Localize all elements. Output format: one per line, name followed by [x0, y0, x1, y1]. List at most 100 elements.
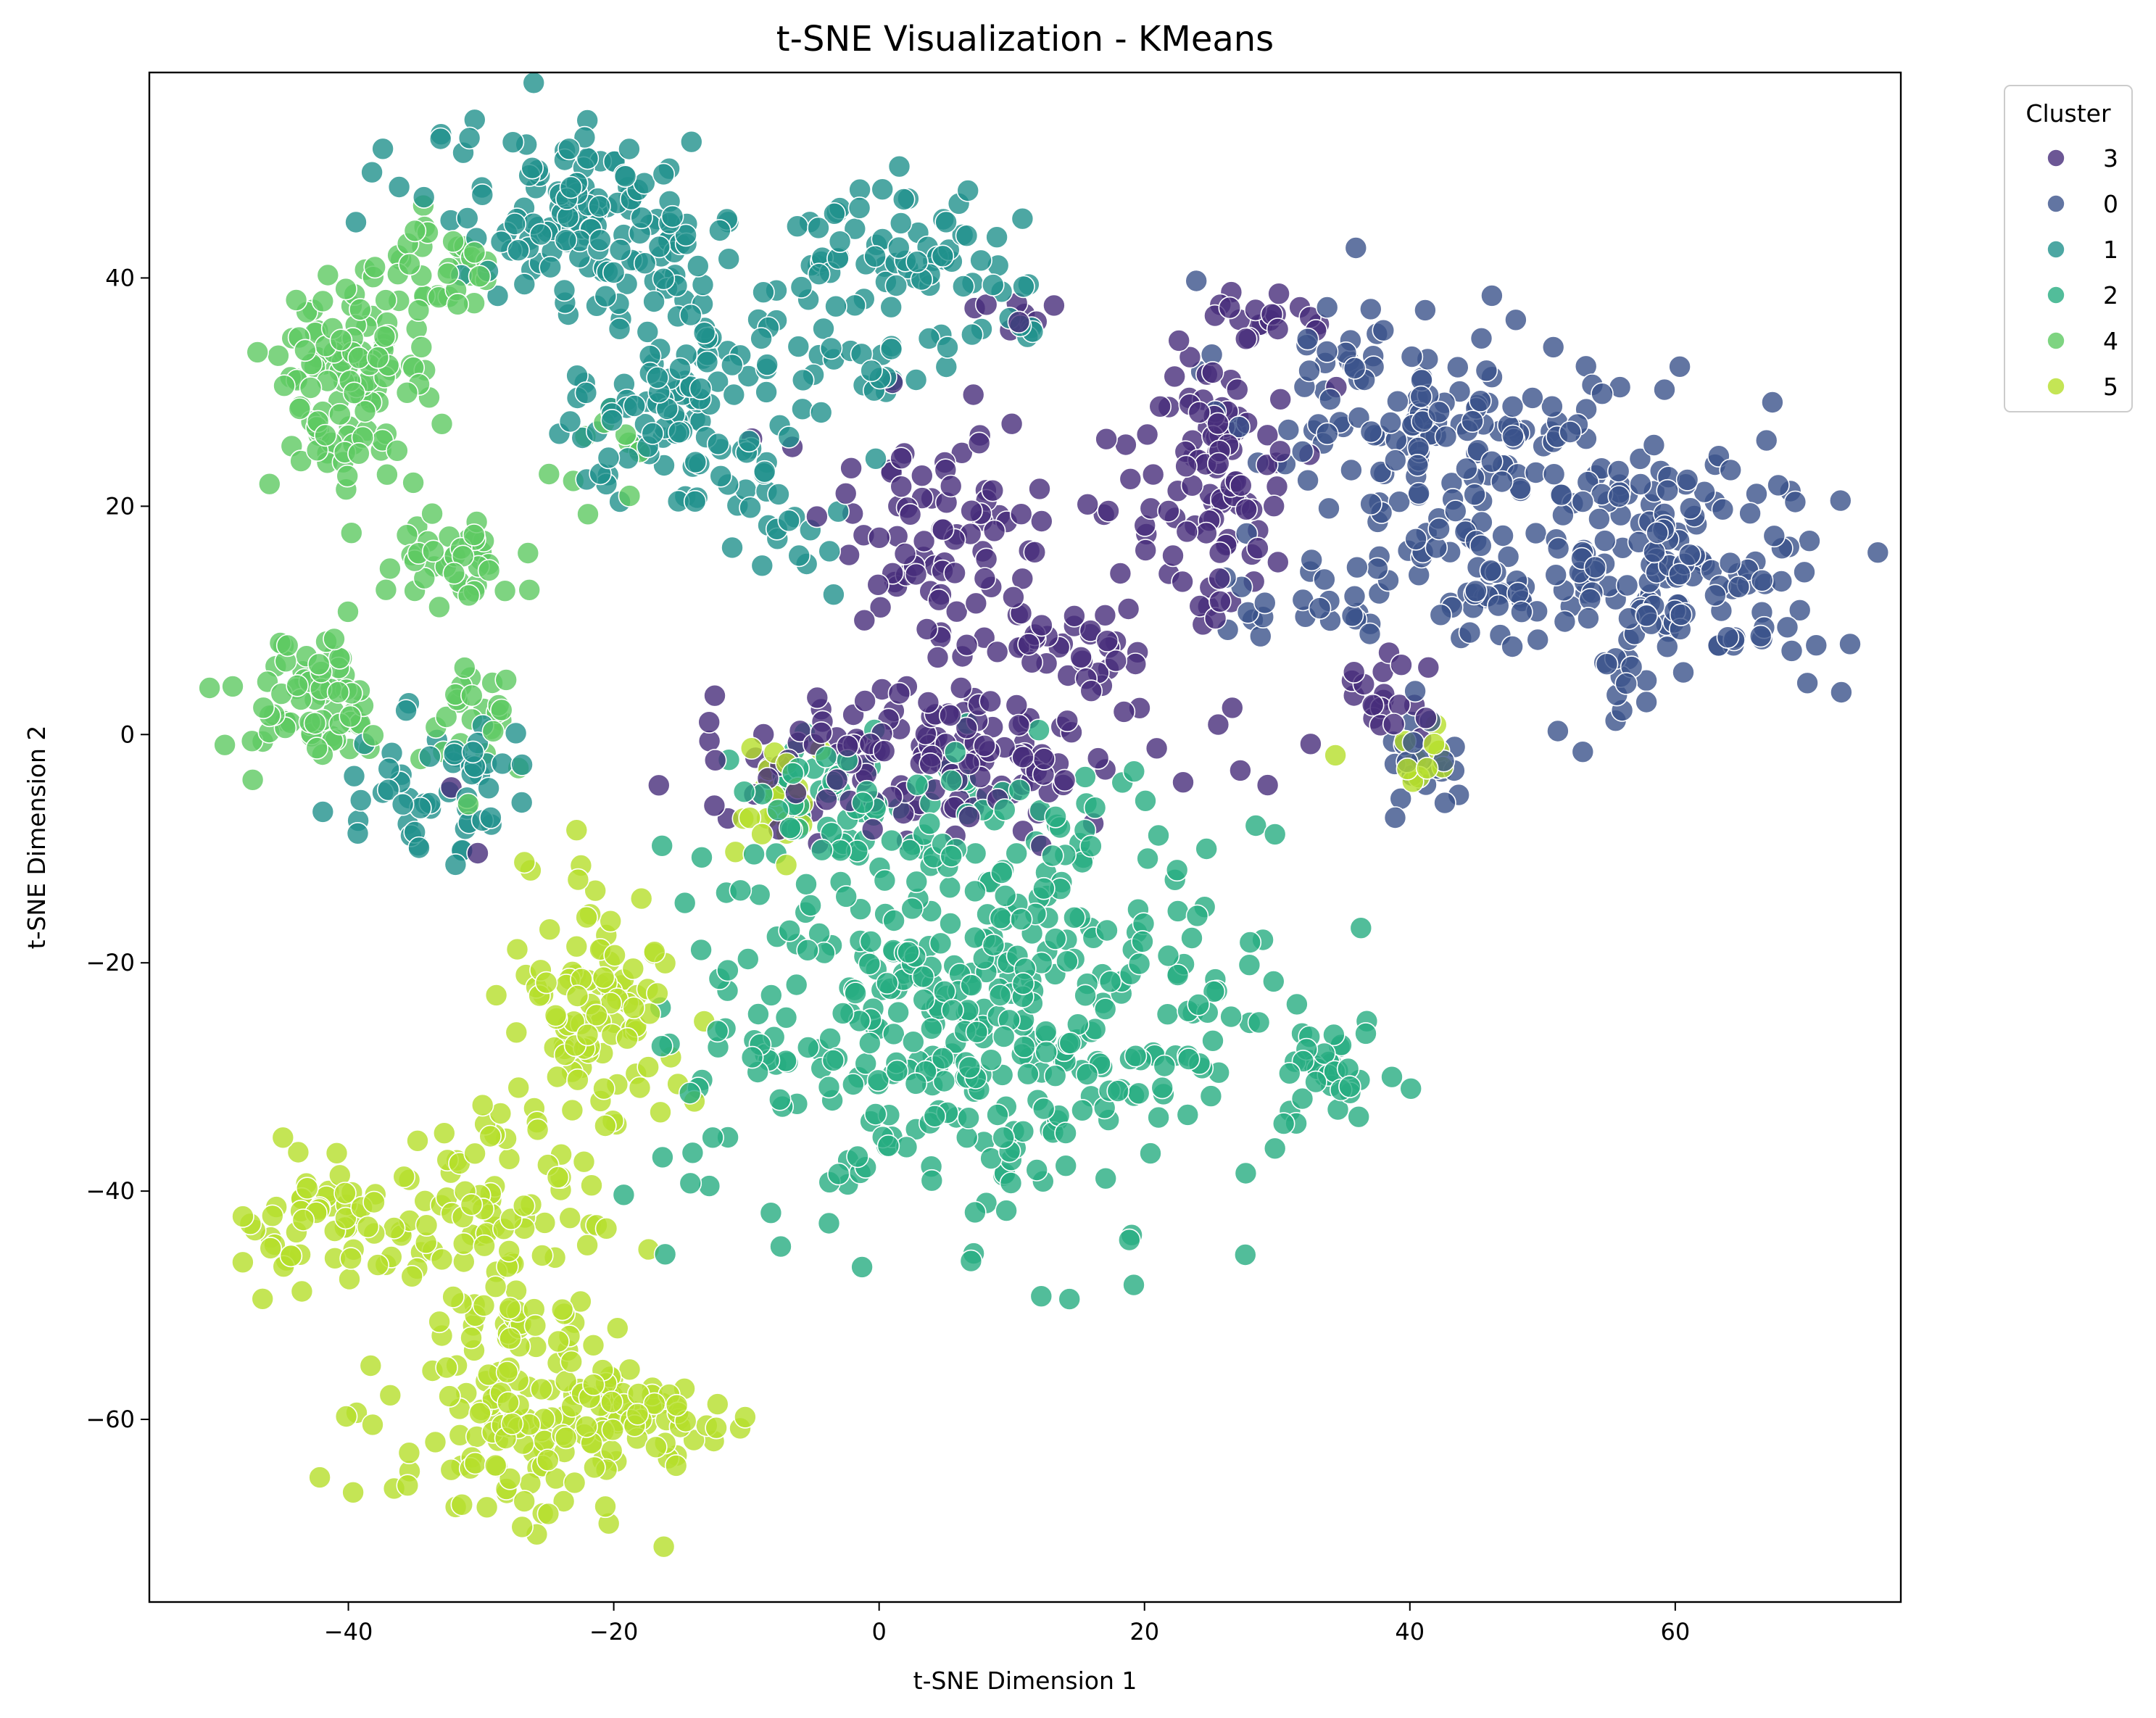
data-point-cluster-0	[1719, 458, 1742, 482]
data-point-cluster-5	[563, 1471, 586, 1495]
data-point-cluster-0	[1386, 389, 1409, 413]
data-point-cluster-4	[457, 584, 481, 607]
data-point-cluster-2	[716, 958, 739, 982]
data-point-cluster-2	[850, 1256, 874, 1279]
data-point-cluster-4	[284, 289, 308, 312]
data-point-cluster-5	[629, 887, 653, 910]
data-point-cluster-3	[1007, 713, 1031, 737]
data-point-cluster-0	[1745, 482, 1768, 506]
data-point-cluster-0	[1750, 568, 1774, 592]
data-point-cluster-5	[295, 1177, 319, 1200]
data-point-cluster-0	[1546, 719, 1570, 743]
data-point-cluster-1	[982, 273, 1005, 296]
data-point-cluster-3	[911, 464, 934, 488]
data-point-cluster-2	[766, 798, 789, 822]
data-point-cluster-3	[1023, 540, 1047, 564]
data-point-cluster-3	[1157, 499, 1180, 523]
data-point-cluster-4	[213, 733, 236, 757]
data-point-cluster-4	[441, 230, 465, 253]
data-point-cluster-0	[1343, 357, 1367, 380]
data-point-cluster-2	[900, 897, 924, 921]
data-point-cluster-3	[1163, 365, 1186, 389]
data-point-cluster-3	[1030, 613, 1053, 637]
data-point-cluster-0	[1541, 394, 1564, 418]
data-point-cluster-2	[1032, 876, 1056, 900]
data-point-cluster-4	[516, 541, 540, 565]
data-point-cluster-3	[1180, 473, 1204, 497]
legend-marker-3	[2047, 149, 2065, 167]
data-point-cluster-1	[791, 368, 815, 392]
data-point-cluster-5	[750, 822, 774, 846]
data-point-cluster-4	[252, 696, 275, 720]
data-point-cluster-3	[1079, 679, 1103, 703]
data-point-cluster-1	[342, 764, 366, 788]
data-point-cluster-3	[961, 383, 985, 407]
data-point-cluster-5	[500, 1412, 524, 1435]
data-point-cluster-2	[1153, 1054, 1177, 1078]
data-point-cluster-4	[457, 792, 480, 816]
data-point-cluster-3	[890, 447, 913, 470]
data-point-cluster-1	[376, 778, 400, 802]
data-point-cluster-5	[1396, 758, 1419, 781]
data-point-cluster-2	[821, 1049, 845, 1072]
data-point-cluster-5	[545, 1065, 569, 1089]
data-point-cluster-5	[664, 1454, 688, 1477]
data-point-cluster-2	[887, 1000, 910, 1024]
data-point-cluster-2	[1122, 760, 1146, 783]
data-point-cluster-1	[486, 284, 510, 307]
data-point-cluster-4	[376, 462, 399, 486]
data-point-cluster-4	[328, 647, 352, 670]
data-point-cluster-1	[377, 757, 401, 781]
data-point-cluster-1	[709, 464, 733, 488]
data-point-cluster-3	[1053, 768, 1077, 792]
data-point-cluster-3	[703, 749, 727, 772]
data-point-cluster-4	[326, 681, 350, 704]
data-point-cluster-2	[920, 1169, 944, 1192]
data-point-cluster-2	[690, 846, 713, 869]
data-point-cluster-2	[769, 1234, 792, 1258]
data-point-cluster-2	[844, 982, 867, 1005]
data-point-cluster-0	[1407, 481, 1430, 505]
data-point-cluster-3	[647, 773, 671, 797]
data-point-cluster-4	[339, 705, 362, 729]
data-point-cluster-3	[915, 618, 939, 641]
data-point-cluster-4	[446, 292, 470, 316]
data-point-cluster-5	[552, 1490, 576, 1513]
data-point-cluster-1	[955, 224, 979, 248]
data-point-cluster-2	[1074, 765, 1097, 789]
data-point-cluster-1	[557, 137, 581, 161]
data-point-cluster-1	[652, 162, 676, 186]
data-point-cluster-2	[1156, 1003, 1179, 1026]
data-point-cluster-5	[497, 1148, 521, 1171]
data-point-cluster-1	[636, 320, 660, 344]
data-point-cluster-5	[497, 1391, 520, 1414]
data-point-cluster-0	[1591, 382, 1614, 406]
y-tick-label: −20	[86, 949, 135, 976]
data-point-cluster-2	[882, 1022, 905, 1046]
data-point-cluster-5	[362, 1190, 386, 1214]
data-point-cluster-2	[957, 1106, 980, 1129]
data-point-cluster-5	[308, 1466, 331, 1489]
data-point-cluster-2	[1263, 823, 1287, 846]
data-point-cluster-3	[1009, 502, 1033, 526]
data-point-cluster-4	[494, 668, 518, 692]
data-point-cluster-3	[1414, 706, 1438, 730]
data-point-cluster-4	[221, 675, 244, 698]
data-point-cluster-0	[1656, 635, 1679, 659]
data-point-cluster-3	[1145, 736, 1169, 760]
data-point-cluster-1	[819, 336, 843, 360]
data-point-cluster-3	[1234, 327, 1258, 351]
data-point-cluster-0	[1346, 555, 1369, 579]
data-point-cluster-5	[705, 1416, 728, 1440]
data-point-cluster-0	[1340, 604, 1364, 628]
data-point-cluster-0	[1762, 524, 1786, 548]
data-point-cluster-0	[1506, 581, 1530, 605]
data-point-cluster-3	[960, 499, 983, 523]
data-point-cluster-1	[708, 219, 731, 242]
data-point-cluster-0	[1607, 485, 1630, 508]
data-point-cluster-0	[1593, 529, 1617, 552]
data-point-cluster-0	[1463, 483, 1486, 507]
data-point-cluster-1	[847, 196, 871, 220]
data-point-cluster-2	[986, 1103, 1009, 1126]
data-point-cluster-5	[626, 1403, 650, 1426]
